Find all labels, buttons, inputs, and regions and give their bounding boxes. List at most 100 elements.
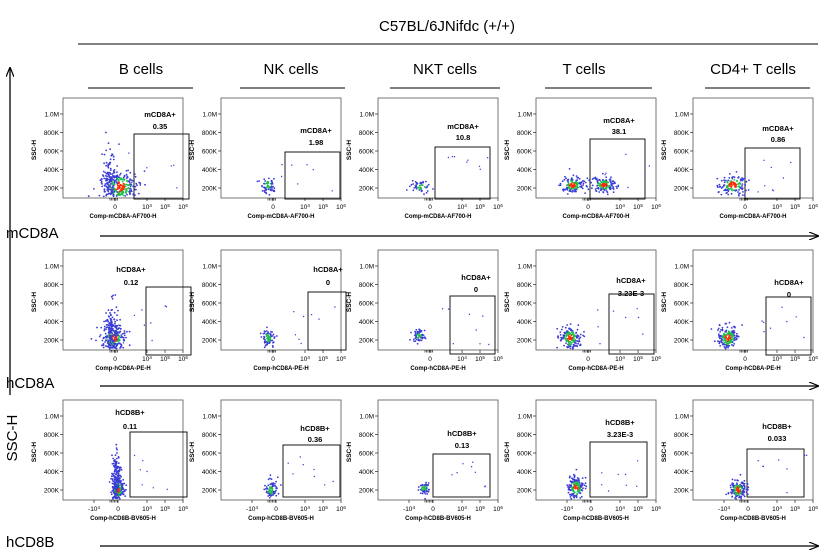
event-dot [637, 316, 640, 319]
event-dot [102, 346, 105, 349]
event-dot [267, 331, 269, 334]
event-dot [268, 496, 271, 499]
event-dot [734, 338, 737, 341]
x-tick-label: 0 [586, 204, 590, 211]
event-dot [112, 478, 114, 480]
event-dot [746, 488, 749, 490]
event-dot [117, 193, 119, 195]
event-dot [475, 329, 477, 331]
event-dots [725, 454, 808, 500]
event-dot [569, 347, 572, 350]
event-dot [105, 177, 108, 180]
event-dot [741, 179, 744, 182]
event-dot [739, 192, 741, 195]
gate-label: mCD8A+ [603, 116, 635, 125]
event-dot [137, 192, 140, 195]
x-tick-label: 0 [746, 506, 750, 513]
event-dot [427, 183, 430, 186]
event-dot [559, 184, 562, 187]
event-dot [568, 168, 571, 170]
event-dot [114, 320, 117, 323]
event-dot [739, 489, 741, 492]
event-dot [115, 472, 118, 474]
event-dot [132, 193, 135, 196]
event-dot [731, 334, 734, 337]
event-dot [566, 334, 569, 336]
event-dot [723, 334, 726, 337]
event-dot [577, 481, 580, 484]
event-dot [276, 476, 279, 479]
event-dot [116, 165, 119, 167]
event-dot [120, 343, 123, 346]
event-dot [422, 180, 424, 183]
gate-percent: 10.8 [456, 133, 471, 142]
event-dot [734, 486, 737, 489]
event-dot [114, 294, 117, 296]
event-dot [139, 184, 141, 186]
event-dots [558, 153, 650, 196]
event-dot [727, 338, 729, 341]
event-dot [576, 477, 579, 479]
event-dot [267, 478, 270, 481]
event-dot [573, 496, 576, 499]
event-dot [101, 185, 103, 188]
event-dot [730, 186, 733, 188]
event-dot [719, 345, 722, 347]
scatter-panel: 1.0M 800K 600K 400K 200K SSC-H -104 0 104 105 106 C… [346, 399, 503, 522]
event-dot [115, 347, 118, 350]
event-dot [719, 331, 721, 333]
event-dot [729, 337, 732, 340]
event-dot [577, 324, 580, 327]
x-tick-label: 0 [428, 204, 432, 211]
event-dot [738, 496, 741, 499]
event-dot [581, 187, 584, 190]
event-dots [710, 306, 805, 350]
event-dot [563, 334, 566, 337]
y-tick-label: 1.0M [675, 264, 689, 271]
panel-y-label: SSC-H [346, 442, 353, 463]
event-dot [591, 184, 594, 187]
event-dot [108, 178, 110, 181]
event-dot [104, 345, 107, 347]
event-dot [594, 176, 597, 179]
event-dot [96, 326, 98, 329]
event-dot [142, 460, 144, 462]
scatter-panel: 1.0M 800K 600K 400K 200K SSC-H 0 104 105 106 Comp-… [346, 97, 503, 220]
event-dot [741, 194, 744, 197]
event-dot [116, 171, 118, 174]
event-dot [580, 482, 583, 485]
x-tick-label: 105 [160, 505, 170, 514]
event-dot [575, 468, 578, 471]
event-dot [100, 178, 103, 180]
event-dot [570, 497, 573, 500]
event-dot [417, 336, 420, 338]
event-dot [736, 495, 739, 497]
event-dot [731, 482, 734, 485]
event-dot [735, 495, 737, 497]
event-dot [601, 484, 603, 486]
event-dot [761, 320, 763, 322]
event-dot [107, 188, 110, 191]
event-dot [113, 483, 116, 486]
event-dot [117, 334, 119, 337]
y-axis-title: SSC-H [4, 415, 21, 462]
event-dot [748, 179, 750, 182]
event-dot [275, 494, 278, 497]
event-dot [466, 161, 468, 163]
event-dot [419, 339, 421, 341]
event-dot [731, 344, 733, 346]
gate-percent: 0.86 [771, 135, 786, 144]
event-dot [128, 191, 131, 194]
event-dot [744, 183, 746, 186]
scatter-panel: 1.0M 800K 600K 400K 200K SSC-H 0 104 105 106 Comp-… [661, 97, 818, 220]
event-dot [128, 152, 130, 154]
column-header: CD4+ T cells [710, 61, 796, 78]
event-dot [734, 497, 736, 499]
event-dot [582, 334, 584, 337]
event-dot [579, 336, 582, 339]
event-dot [115, 488, 118, 491]
event-dot [591, 187, 593, 190]
event-dot [269, 486, 272, 489]
event-dot [113, 472, 115, 475]
event-dot [117, 185, 120, 188]
